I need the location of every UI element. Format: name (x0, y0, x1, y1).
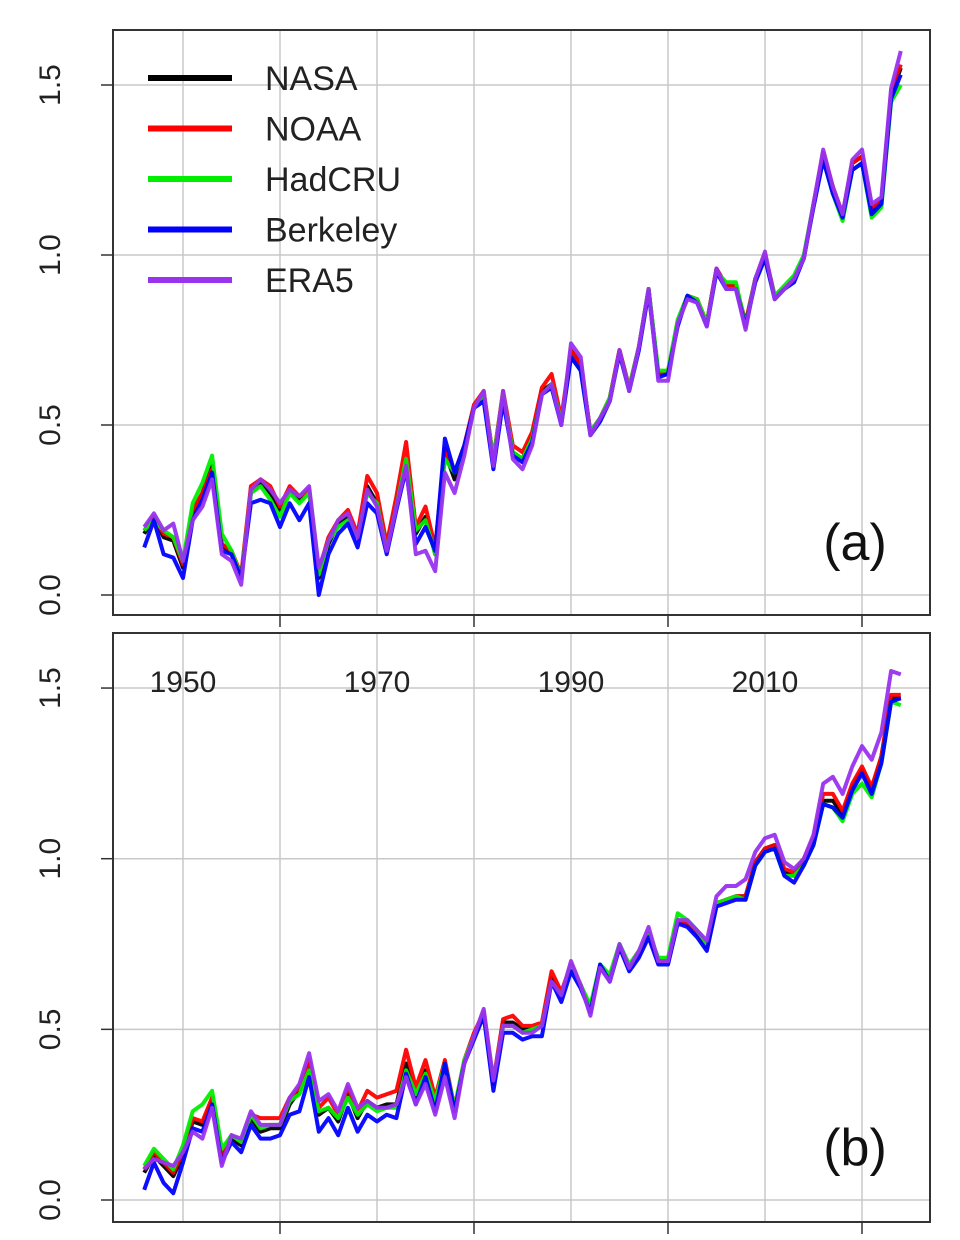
legend-label: NASA (265, 60, 358, 98)
series-line-berkeley (142, 74, 903, 597)
plot-frame (112, 632, 931, 1223)
x-tick-label: 1970 (344, 666, 411, 699)
legend-label: ERA5 (265, 262, 354, 300)
panel-b: 0.0 0.5 1.0 1.5 1950 1970 1990 2010 (b) (34, 632, 931, 1234)
plot-frame (112, 29, 931, 616)
panel-label: (b) (823, 1119, 887, 1177)
series-line-hadcru (142, 84, 903, 580)
y-tick-label: 0.0 (34, 574, 67, 616)
series-line-era5 (142, 50, 903, 587)
x-tick-label: 1990 (538, 666, 605, 699)
series-line-noaa (142, 63, 903, 577)
x-tick-label: 1950 (150, 666, 217, 699)
series-line-berkeley (142, 696, 902, 1196)
series-line-era5 (142, 669, 902, 1171)
legend-label: HadCRU (265, 161, 401, 199)
panel-label: (a) (823, 514, 887, 572)
x-tick-label: 2010 (732, 666, 799, 699)
y-tick-label: 0.5 (34, 1008, 67, 1050)
legend-label: NOAA (265, 111, 362, 149)
panel-a: 0.0 0.5 1.0 1.5 (a) (34, 29, 931, 627)
y-tick-label: 1.5 (34, 667, 67, 709)
legend-label: Berkeley (265, 212, 397, 250)
y-tick-label: 1.0 (34, 234, 67, 276)
series-line-noaa (142, 692, 901, 1175)
y-tick-label: 1.5 (34, 64, 67, 106)
y-tick-label: 0.0 (34, 1179, 67, 1221)
series-line-nasa (142, 696, 901, 1179)
series-line-hadcru (142, 699, 902, 1172)
y-tick-label: 1.0 (34, 838, 67, 880)
legend: NASA NOAA HadCRU Berkeley ERA5 (148, 60, 401, 300)
y-tick-label: 0.5 (34, 404, 67, 446)
